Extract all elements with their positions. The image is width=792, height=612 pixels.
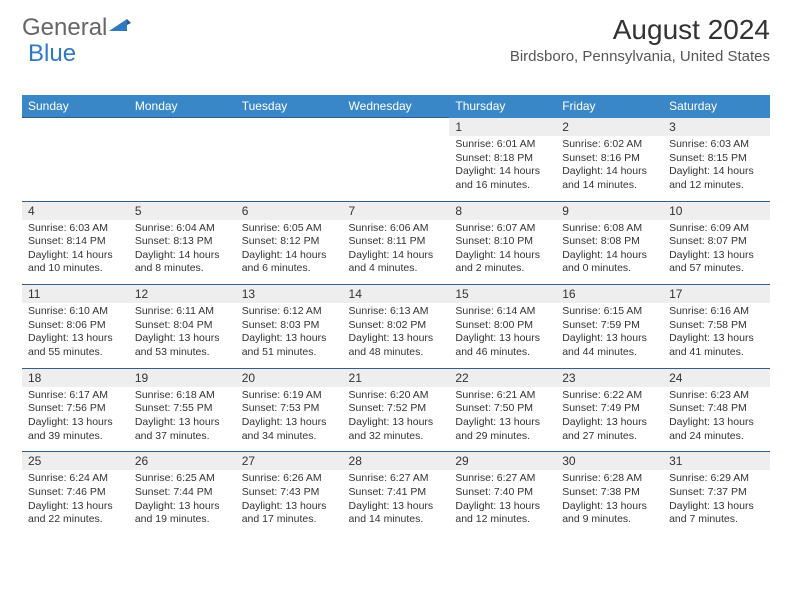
location-subtitle: Birdsboro, Pennsylvania, United States: [510, 48, 770, 65]
calendar-body: 123Sunrise: 6:01 AMSunset: 8:18 PMDaylig…: [22, 118, 770, 535]
day-number-cell: 24: [663, 368, 770, 387]
calendar-week-info-row: Sunrise: 6:01 AMSunset: 8:18 PMDaylight:…: [22, 136, 770, 201]
day-number-cell: 23: [556, 368, 663, 387]
day-number-cell: 29: [449, 452, 556, 471]
day-info-cell: Sunrise: 6:29 AMSunset: 7:37 PMDaylight:…: [663, 470, 770, 535]
flag-icon: [109, 14, 131, 42]
day-info-cell: Sunrise: 6:11 AMSunset: 8:04 PMDaylight:…: [129, 303, 236, 368]
day-number-cell: 18: [22, 368, 129, 387]
day-info-cell: Sunrise: 6:14 AMSunset: 8:00 PMDaylight:…: [449, 303, 556, 368]
day-number-cell: 5: [129, 201, 236, 220]
day-number-cell: 6: [236, 201, 343, 220]
day-info-cell: Sunrise: 6:13 AMSunset: 8:02 PMDaylight:…: [343, 303, 450, 368]
day-info-cell: Sunrise: 6:24 AMSunset: 7:46 PMDaylight:…: [22, 470, 129, 535]
empty-cell: [343, 118, 450, 137]
day-info-cell: Sunrise: 6:08 AMSunset: 8:08 PMDaylight:…: [556, 220, 663, 285]
day-number-cell: 22: [449, 368, 556, 387]
weekday-header: Wednesday: [343, 95, 450, 118]
day-number-cell: 7: [343, 201, 450, 220]
day-number-cell: 4: [22, 201, 129, 220]
weekday-header: Saturday: [663, 95, 770, 118]
day-info-cell: Sunrise: 6:15 AMSunset: 7:59 PMDaylight:…: [556, 303, 663, 368]
day-number-cell: 28: [343, 452, 450, 471]
calendar-table: SundayMondayTuesdayWednesdayThursdayFrid…: [22, 95, 770, 535]
day-info-cell: Sunrise: 6:04 AMSunset: 8:13 PMDaylight:…: [129, 220, 236, 285]
day-number-cell: 10: [663, 201, 770, 220]
weekday-header: Sunday: [22, 95, 129, 118]
day-number-cell: 27: [236, 452, 343, 471]
calendar-week-num-row: 18192021222324: [22, 368, 770, 387]
day-number-cell: 21: [343, 368, 450, 387]
day-number-cell: 30: [556, 452, 663, 471]
month-title: August 2024: [510, 14, 770, 46]
day-info-cell: Sunrise: 6:05 AMSunset: 8:12 PMDaylight:…: [236, 220, 343, 285]
calendar-week-info-row: Sunrise: 6:10 AMSunset: 8:06 PMDaylight:…: [22, 303, 770, 368]
title-block: August 2024 Birdsboro, Pennsylvania, Uni…: [510, 14, 770, 65]
day-number-cell: 12: [129, 285, 236, 304]
day-info-cell: Sunrise: 6:27 AMSunset: 7:41 PMDaylight:…: [343, 470, 450, 535]
day-info-cell: Sunrise: 6:20 AMSunset: 7:52 PMDaylight:…: [343, 387, 450, 452]
day-info-cell: Sunrise: 6:06 AMSunset: 8:11 PMDaylight:…: [343, 220, 450, 285]
day-number-cell: 19: [129, 368, 236, 387]
empty-cell: [22, 136, 129, 201]
weekday-header: Friday: [556, 95, 663, 118]
weekday-header: Monday: [129, 95, 236, 118]
calendar-week-num-row: 45678910: [22, 201, 770, 220]
day-number-cell: 17: [663, 285, 770, 304]
calendar-week-info-row: Sunrise: 6:17 AMSunset: 7:56 PMDaylight:…: [22, 387, 770, 452]
day-number-cell: 2: [556, 118, 663, 137]
day-number-cell: 25: [22, 452, 129, 471]
day-info-cell: Sunrise: 6:03 AMSunset: 8:15 PMDaylight:…: [663, 136, 770, 201]
day-info-cell: Sunrise: 6:21 AMSunset: 7:50 PMDaylight:…: [449, 387, 556, 452]
day-info-cell: Sunrise: 6:07 AMSunset: 8:10 PMDaylight:…: [449, 220, 556, 285]
day-info-cell: Sunrise: 6:22 AMSunset: 7:49 PMDaylight:…: [556, 387, 663, 452]
day-number-cell: 3: [663, 118, 770, 137]
logo: General: [22, 14, 131, 42]
empty-cell: [236, 118, 343, 137]
empty-cell: [129, 136, 236, 201]
empty-cell: [22, 118, 129, 137]
day-number-cell: 15: [449, 285, 556, 304]
day-info-cell: Sunrise: 6:28 AMSunset: 7:38 PMDaylight:…: [556, 470, 663, 535]
day-info-cell: Sunrise: 6:17 AMSunset: 7:56 PMDaylight:…: [22, 387, 129, 452]
calendar-week-num-row: 123: [22, 118, 770, 137]
day-number-cell: 11: [22, 285, 129, 304]
day-number-cell: 31: [663, 452, 770, 471]
day-number-cell: 16: [556, 285, 663, 304]
day-number-cell: 26: [129, 452, 236, 471]
day-info-cell: Sunrise: 6:27 AMSunset: 7:40 PMDaylight:…: [449, 470, 556, 535]
day-info-cell: Sunrise: 6:09 AMSunset: 8:07 PMDaylight:…: [663, 220, 770, 285]
day-info-cell: Sunrise: 6:18 AMSunset: 7:55 PMDaylight:…: [129, 387, 236, 452]
day-number-cell: 20: [236, 368, 343, 387]
weekday-header: Thursday: [449, 95, 556, 118]
day-number-cell: 13: [236, 285, 343, 304]
logo-text-blue: Blue: [28, 40, 76, 68]
day-number-cell: 8: [449, 201, 556, 220]
calendar-week-num-row: 11121314151617: [22, 285, 770, 304]
empty-cell: [343, 136, 450, 201]
calendar-header-row: SundayMondayTuesdayWednesdayThursdayFrid…: [22, 95, 770, 118]
day-info-cell: Sunrise: 6:01 AMSunset: 8:18 PMDaylight:…: [449, 136, 556, 201]
calendar-week-num-row: 25262728293031: [22, 452, 770, 471]
day-number-cell: 9: [556, 201, 663, 220]
logo-text-general: General: [22, 14, 107, 42]
page-header: General August 2024 Birdsboro, Pennsylva…: [22, 14, 770, 65]
day-info-cell: Sunrise: 6:03 AMSunset: 8:14 PMDaylight:…: [22, 220, 129, 285]
calendar-week-info-row: Sunrise: 6:03 AMSunset: 8:14 PMDaylight:…: [22, 220, 770, 285]
day-info-cell: Sunrise: 6:10 AMSunset: 8:06 PMDaylight:…: [22, 303, 129, 368]
empty-cell: [129, 118, 236, 137]
day-info-cell: Sunrise: 6:25 AMSunset: 7:44 PMDaylight:…: [129, 470, 236, 535]
day-info-cell: Sunrise: 6:16 AMSunset: 7:58 PMDaylight:…: [663, 303, 770, 368]
day-number-cell: 1: [449, 118, 556, 137]
day-info-cell: Sunrise: 6:02 AMSunset: 8:16 PMDaylight:…: [556, 136, 663, 201]
day-info-cell: Sunrise: 6:12 AMSunset: 8:03 PMDaylight:…: [236, 303, 343, 368]
empty-cell: [236, 136, 343, 201]
day-info-cell: Sunrise: 6:26 AMSunset: 7:43 PMDaylight:…: [236, 470, 343, 535]
weekday-header: Tuesday: [236, 95, 343, 118]
day-info-cell: Sunrise: 6:19 AMSunset: 7:53 PMDaylight:…: [236, 387, 343, 452]
day-number-cell: 14: [343, 285, 450, 304]
calendar-week-info-row: Sunrise: 6:24 AMSunset: 7:46 PMDaylight:…: [22, 470, 770, 535]
day-info-cell: Sunrise: 6:23 AMSunset: 7:48 PMDaylight:…: [663, 387, 770, 452]
